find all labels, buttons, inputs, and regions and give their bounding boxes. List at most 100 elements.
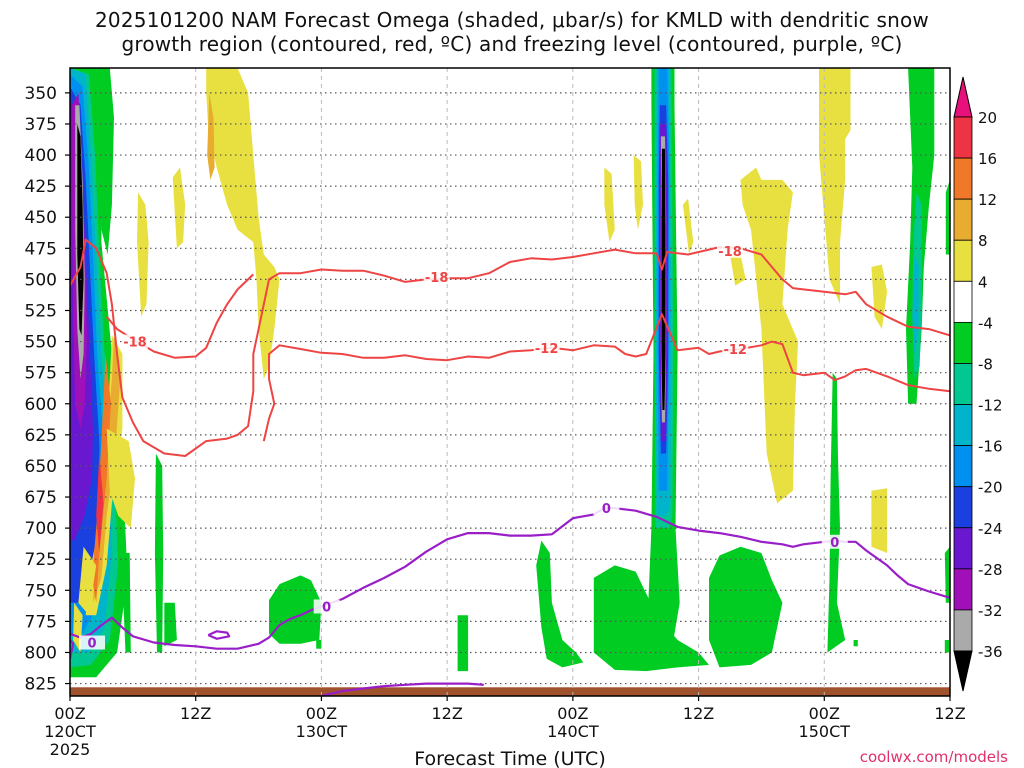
omega-region-26	[457, 615, 469, 672]
omega-region-45	[912, 254, 919, 354]
colorbar-band	[953, 363, 973, 405]
omega-region-32	[944, 640, 949, 653]
y-tick-label: 500	[25, 270, 57, 290]
label-minus12-b-bg	[722, 342, 749, 357]
colorbar-label: -32	[978, 602, 1003, 620]
chart-title-line1: 2025101200 NAM Forecast Omega (shaded, μ…	[95, 8, 929, 32]
plot-background	[70, 68, 950, 696]
colorbar: 20 16 12 8 4 -4 -8 -12 -16 -20 -24 -28 -32 -36	[953, 76, 1003, 692]
credit-text: coolwx.com/models	[859, 748, 1008, 766]
omega-region-30	[827, 372, 846, 653]
colorbar-band	[953, 609, 973, 652]
y-axis: 350 375 400 425 450 475 500 525 550 575 600 625 650 6…	[25, 84, 70, 695]
colorbar-band	[953, 239, 973, 282]
colorbar-label: -8	[978, 355, 993, 373]
chart-title-line2: growth region (contoured, red, ºC) and f…	[121, 32, 903, 56]
omega-region-24	[269, 575, 322, 644]
omega-region-35	[633, 155, 643, 230]
label-minus18-b-bg	[717, 243, 743, 258]
colorbar-label: -4	[978, 314, 993, 332]
label-freezing-c: 0	[602, 502, 611, 517]
colorbar-band	[953, 157, 973, 200]
omega-region-20	[207, 92, 215, 180]
x-tick-label: 00Z	[54, 704, 85, 723]
label-freezing-c-bg	[593, 501, 620, 516]
omega-region-12	[96, 453, 104, 553]
colorbar-band	[953, 321, 973, 364]
omega-region-33	[944, 546, 950, 603]
omega-region-31	[853, 640, 858, 647]
omega-region-19	[206, 68, 280, 379]
contour-minus12	[262, 313, 950, 442]
colorbar-top-arrow	[953, 76, 973, 118]
colorbar-label: 8	[978, 232, 988, 250]
y-tick-label: 375	[25, 115, 57, 135]
x-tick-label: 12Z	[180, 704, 211, 723]
omega-region-36	[682, 198, 694, 255]
contour-freezing-left	[70, 639, 75, 659]
contour-freezing-loop	[207, 630, 231, 640]
colorbar-band	[953, 116, 973, 159]
y-tick-label: 675	[25, 488, 57, 508]
y-tick-label: 800	[25, 643, 57, 663]
colorbar-band	[953, 404, 973, 447]
contour-freezing-ground	[321, 682, 484, 696]
y-tick-label: 575	[25, 364, 57, 384]
colorbar-label: -20	[978, 479, 1003, 497]
omega-region-34	[604, 167, 615, 243]
x-tick-label: 150CT	[799, 722, 851, 741]
colorbar-band	[953, 527, 973, 570]
x-tick-label: 12Z	[683, 704, 714, 723]
omega-region-18	[106, 428, 135, 529]
x-tick-label: 120CT	[44, 722, 96, 741]
y-tick-label: 775	[25, 612, 57, 632]
gridlines	[70, 68, 950, 696]
omega-region-38	[740, 167, 799, 504]
omega-region-29	[709, 546, 783, 668]
colorbar-band	[953, 445, 973, 488]
label-freezing-d: 0	[830, 536, 839, 551]
colorbar-label: -16	[978, 438, 1003, 456]
omega-region-15	[96, 68, 114, 255]
y-tick-label: 525	[25, 301, 57, 321]
omega-shading	[70, 68, 950, 696]
label-freezing-b: 0	[322, 600, 331, 615]
y-tick-label: 700	[25, 519, 57, 539]
plot-frame	[69, 67, 951, 697]
colorbar-label: -12	[978, 397, 1003, 415]
y-tick-label: 425	[25, 177, 57, 197]
x-tick-label: 2025	[50, 740, 91, 759]
y-tick-label: 475	[25, 239, 57, 259]
omega-region-41	[871, 488, 888, 553]
omega-region-42	[840, 68, 851, 143]
colorbar-band	[953, 568, 973, 611]
omega-region-22	[123, 553, 131, 653]
x-axis-label: Forecast Time (UTC)	[414, 748, 605, 768]
x-tick-label: 00Z	[557, 704, 588, 723]
label-freezing-d-bg	[821, 534, 848, 549]
omega-region-46	[945, 179, 950, 255]
label-minus12-a-bg	[533, 340, 560, 355]
x-tick-label: 130CT	[296, 722, 348, 741]
y-tick-label: 725	[25, 550, 57, 570]
label-minus18-c: -18	[123, 336, 147, 351]
y-tick-label: 450	[25, 208, 57, 228]
colorbar-band	[953, 198, 973, 241]
y-tick-label: 400	[25, 146, 57, 166]
label-minus18-a: -18	[425, 271, 449, 286]
omega-region-40	[871, 264, 888, 330]
colorbar-label: 12	[978, 191, 997, 209]
y-tick-label: 750	[25, 581, 57, 601]
colorbar-label: -36	[978, 643, 1003, 661]
y-tick-label: 625	[25, 426, 57, 446]
label-freezing-b-bg	[313, 599, 340, 614]
x-tick-label: 140CT	[547, 722, 599, 741]
label-freezing-a: 0	[87, 637, 96, 652]
y-tick-label: 600	[25, 395, 57, 415]
colorbar-label: -24	[978, 520, 1003, 538]
label-minus12-b: -12	[723, 343, 747, 358]
terrain-ground	[70, 687, 950, 696]
x-tick-label: 00Z	[809, 704, 840, 723]
omega-region-25	[316, 640, 322, 649]
